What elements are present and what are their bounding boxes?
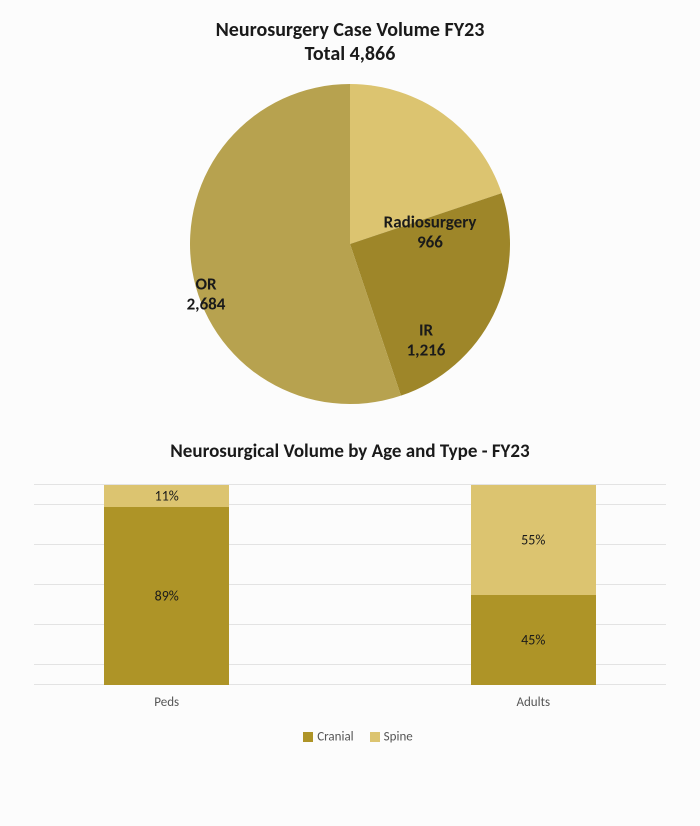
legend-label: Cranial <box>317 729 353 744</box>
pie-slice-label: IR1,216 <box>407 320 446 359</box>
bar-segment-label: 45% <box>471 632 596 649</box>
bar-segment-label: 89% <box>104 588 229 605</box>
pie-title-line2: Total 4,866 <box>0 42 700 66</box>
bar-chart: 89% 11% 45% 55% <box>34 485 666 685</box>
pie-slice-label: OR2,684 <box>187 274 226 313</box>
pie-title-line1: Neurosurgery Case Volume FY23 <box>0 18 700 42</box>
pie-chart-title: Neurosurgery Case Volume FY23 Total 4,86… <box>0 0 700 66</box>
bar-legend: Cranial Spine <box>0 729 700 744</box>
pie-slice-label: Radiosurgery966 <box>384 212 477 251</box>
bar-category-label: Adults <box>483 695 583 710</box>
bar-segment: 45% <box>471 595 596 685</box>
pie-chart: Radiosurgery966 IR1,216 OR2,684 <box>190 84 510 404</box>
bar-segment: 89% <box>104 507 229 685</box>
bar-segment: 55% <box>471 485 596 595</box>
bar-segment-label: 11% <box>104 488 229 505</box>
stacked-bar: 89% 11% <box>104 485 229 685</box>
bar-category-labels: Peds Adults <box>34 695 666 715</box>
legend-swatch <box>303 732 313 742</box>
bar-chart-title: Neurosurgical Volume by Age and Type - F… <box>0 440 700 463</box>
legend-label: Spine <box>384 729 413 744</box>
bar-segment-label: 55% <box>471 532 596 549</box>
stacked-bar: 45% 55% <box>471 485 596 685</box>
bar-category-label: Peds <box>117 695 217 710</box>
bar-segment: 11% <box>104 485 229 507</box>
legend-swatch <box>370 732 380 742</box>
